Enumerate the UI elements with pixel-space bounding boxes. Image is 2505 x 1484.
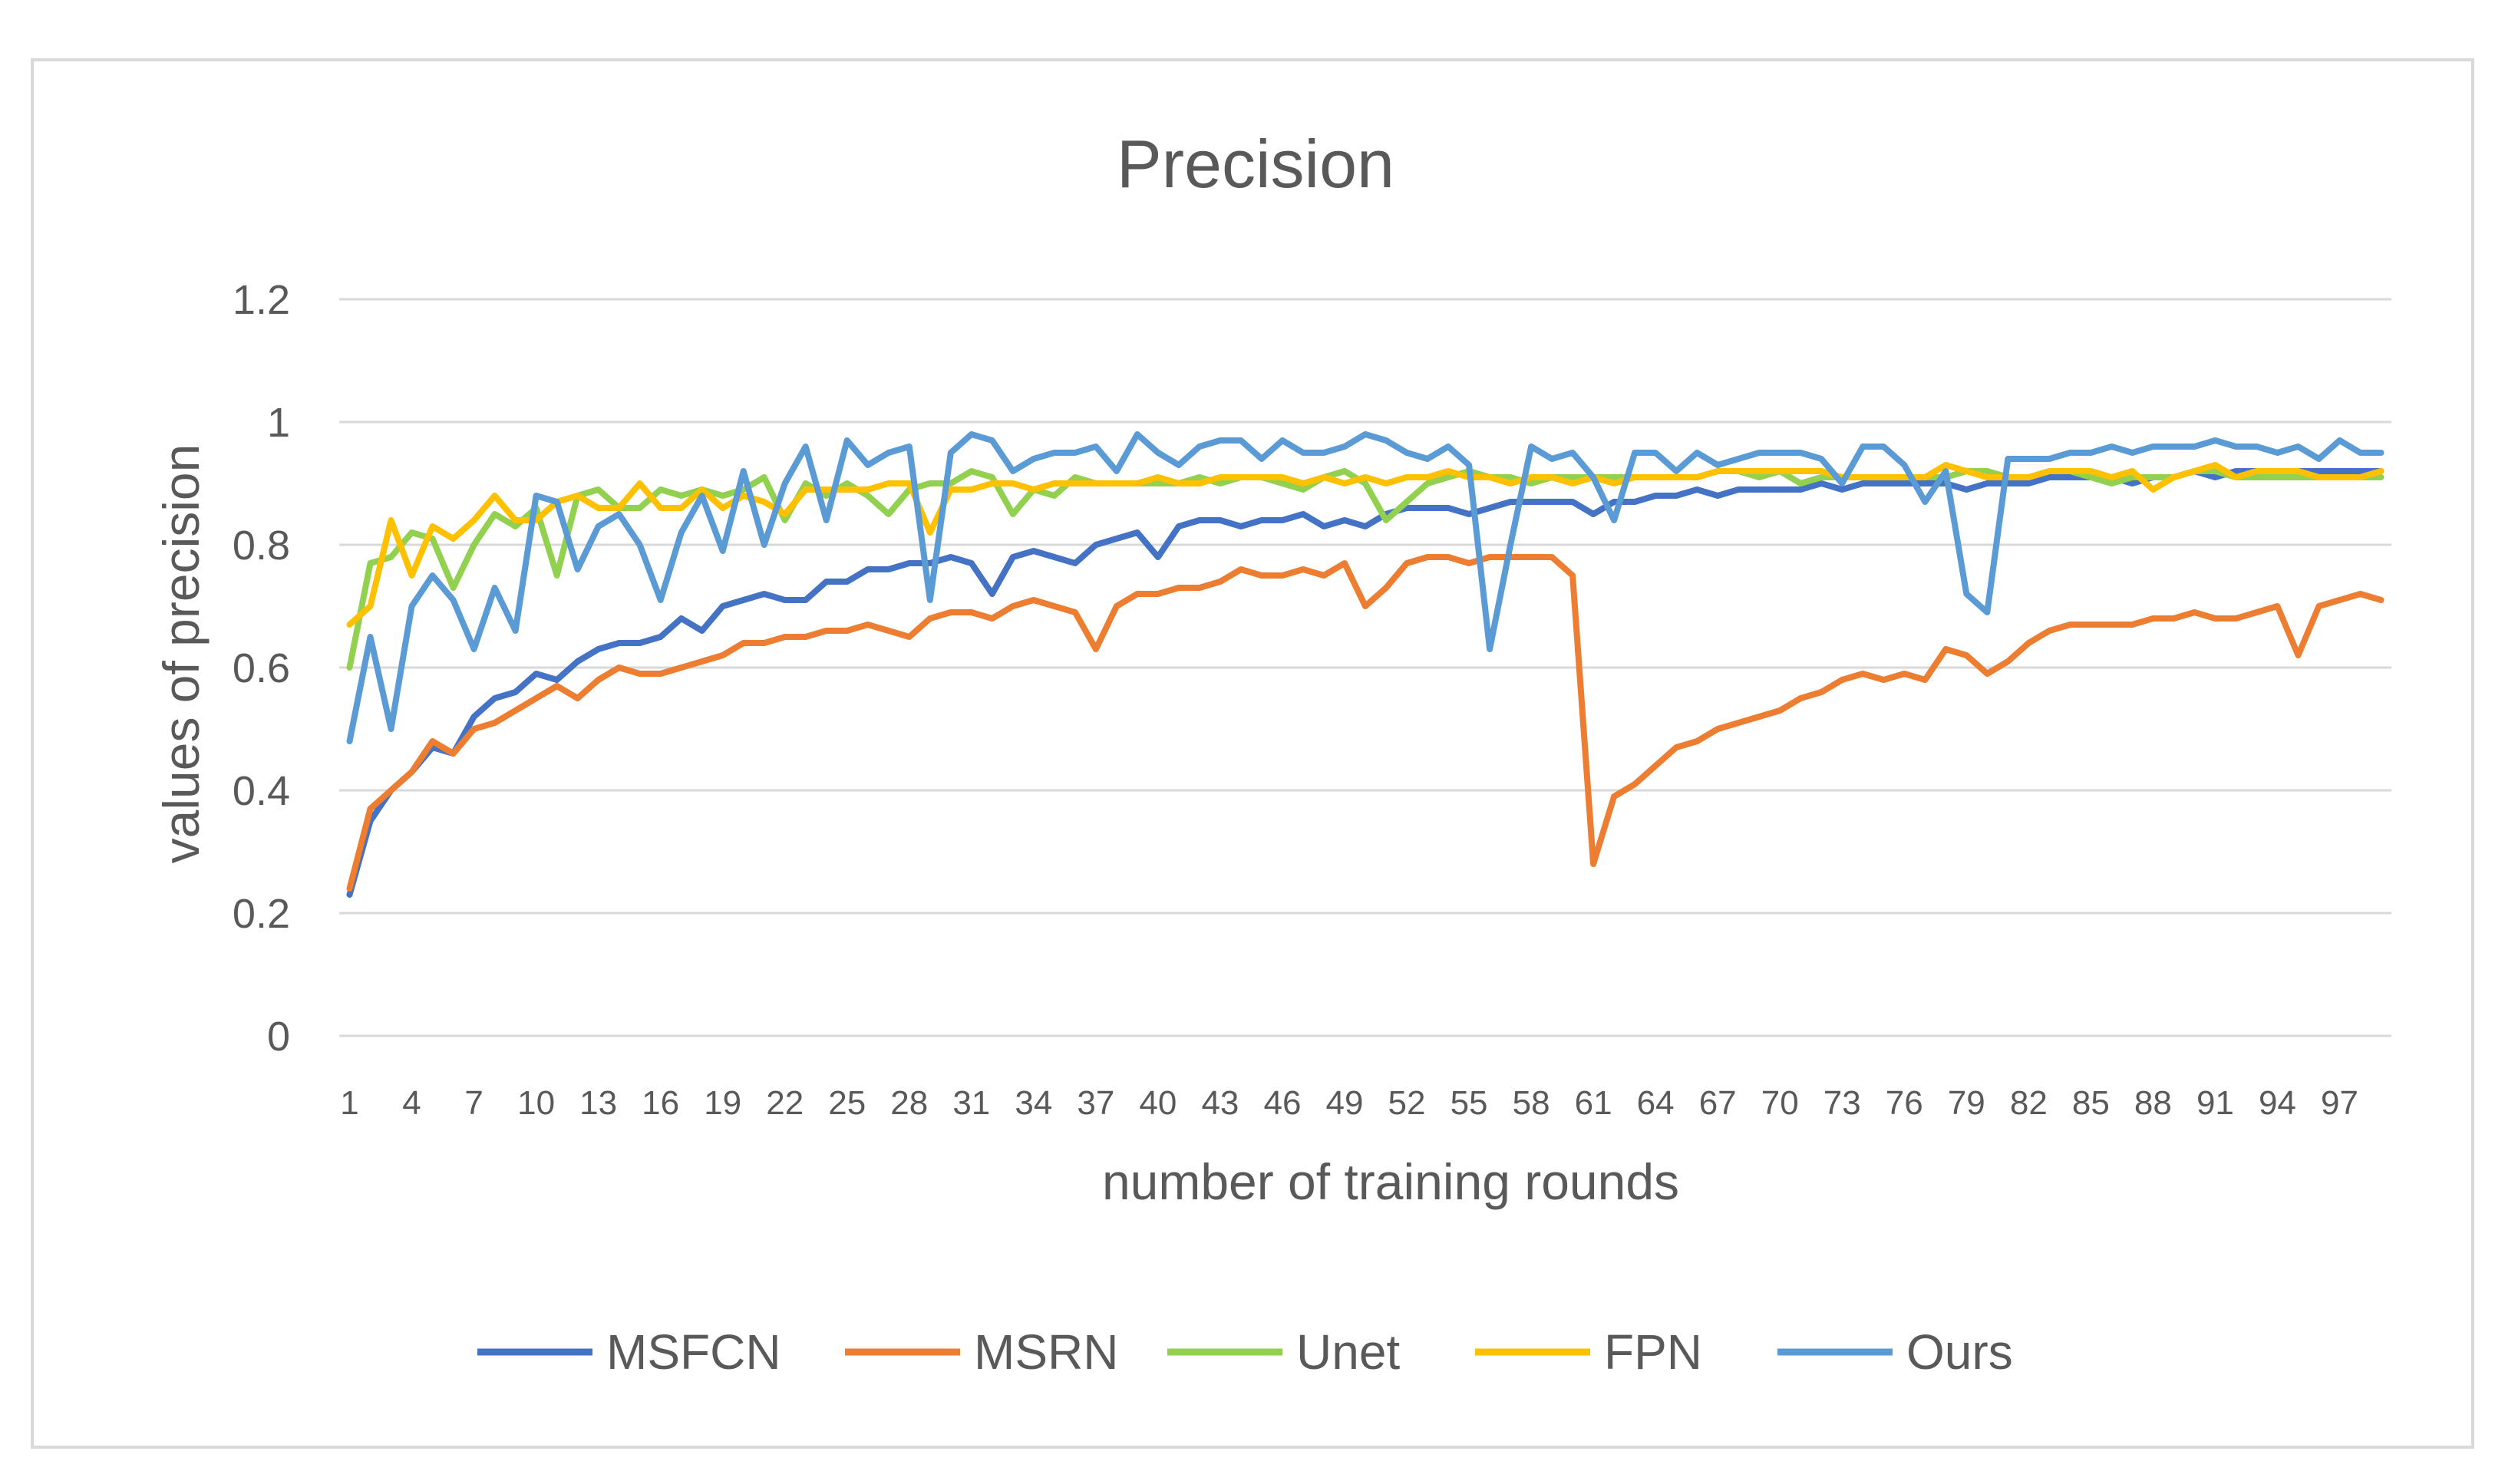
x-tick-label-26: 79 bbox=[1948, 1084, 1985, 1122]
x-tick-label-1: 4 bbox=[402, 1084, 421, 1122]
legend-item-unet: Unet bbox=[1167, 1324, 1400, 1380]
x-tick-label-5: 16 bbox=[642, 1084, 679, 1122]
x-tick-label-2: 7 bbox=[464, 1084, 483, 1122]
x-tick-label-11: 34 bbox=[1015, 1084, 1052, 1122]
x-tick-label-23: 70 bbox=[1761, 1084, 1799, 1122]
gridlines bbox=[339, 298, 2391, 1037]
series-line-msrn bbox=[346, 554, 2385, 892]
legend-label-fpn: FPN bbox=[1604, 1324, 1702, 1380]
x-tick-label-9: 28 bbox=[890, 1084, 928, 1122]
x-tick-label-24: 73 bbox=[1823, 1084, 1861, 1122]
series-line-ours bbox=[346, 431, 2385, 744]
x-tick-label-13: 40 bbox=[1139, 1084, 1177, 1122]
x-tick-label-28: 85 bbox=[2072, 1084, 2110, 1122]
x-tick-label-0: 1 bbox=[340, 1084, 358, 1122]
y-tick-label-3: 0.6 bbox=[233, 645, 290, 691]
x-tick-label-27: 82 bbox=[2010, 1084, 2048, 1122]
y-axis-title: values of precision bbox=[153, 444, 210, 864]
y-tick-label-4: 0.8 bbox=[233, 523, 290, 569]
x-tick-label-25: 76 bbox=[1886, 1084, 1923, 1122]
x-tick-label-31: 94 bbox=[2259, 1084, 2296, 1122]
x-tick-label-21: 64 bbox=[1637, 1084, 1675, 1122]
y-tick-label-6: 1.2 bbox=[233, 277, 290, 323]
y-tick-label-2: 0.4 bbox=[233, 768, 290, 814]
x-tick-label-32: 97 bbox=[2321, 1084, 2358, 1122]
x-tick-label-10: 31 bbox=[952, 1084, 990, 1122]
legend-label-ours: Ours bbox=[1906, 1324, 2013, 1380]
series-line-fpn bbox=[346, 462, 2385, 628]
x-tick-label-19: 58 bbox=[1513, 1084, 1550, 1122]
legend-label-unet: Unet bbox=[1296, 1324, 1400, 1380]
x-tick-label-7: 22 bbox=[766, 1084, 804, 1122]
x-tick-label-30: 91 bbox=[2196, 1084, 2234, 1122]
legend-item-ours: Ours bbox=[1777, 1324, 2013, 1380]
y-tick-label-1: 0.2 bbox=[233, 891, 290, 937]
legend: MSFCN MSRN Unet FPN Ours bbox=[477, 1324, 2013, 1380]
legend-item-msrn: MSRN bbox=[845, 1324, 1118, 1380]
x-tick-label-29: 88 bbox=[2134, 1084, 2172, 1122]
y-tick-label-0: 0 bbox=[267, 1014, 290, 1060]
x-tick-label-8: 25 bbox=[828, 1084, 866, 1122]
x-axis-title: number of training rounds bbox=[1102, 1153, 1679, 1210]
x-tick-label-16: 49 bbox=[1326, 1084, 1364, 1122]
legend-label-msfcn: MSFCN bbox=[606, 1324, 781, 1380]
x-tick-label-4: 13 bbox=[579, 1084, 617, 1122]
x-tick-label-20: 61 bbox=[1575, 1084, 1612, 1122]
chart-svg: Precision 0 0.2 0.4 0.6 0.8 1 1.2 1 4 7 10 13 16 19 2… bbox=[153, 126, 2391, 1380]
legend-label-msrn: MSRN bbox=[974, 1324, 1118, 1380]
x-tick-label-15: 46 bbox=[1263, 1084, 1301, 1122]
x-tick-label-17: 52 bbox=[1388, 1084, 1426, 1122]
y-axis-ticks: 0 0.2 0.4 0.6 0.8 1 1.2 bbox=[233, 277, 290, 1060]
x-axis-ticks: 1 4 7 10 13 16 19 22 25 28 31 34 37 40 43 46 49 52 55 58 61 6… bbox=[340, 1084, 2358, 1122]
x-tick-label-22: 67 bbox=[1699, 1084, 1737, 1122]
x-tick-label-6: 19 bbox=[704, 1084, 741, 1122]
y-tick-label-5: 1 bbox=[267, 400, 290, 446]
chart-frame: Precision 0 0.2 0.4 0.6 0.8 1 1.2 1 4 7 10 13 16 19 2… bbox=[31, 58, 2474, 1449]
series-line-msfcn bbox=[346, 468, 2385, 898]
x-tick-label-14: 43 bbox=[1201, 1084, 1239, 1122]
x-tick-label-18: 55 bbox=[1451, 1084, 1488, 1122]
series-lines bbox=[346, 431, 2385, 898]
x-tick-label-12: 37 bbox=[1077, 1084, 1114, 1122]
legend-item-msfcn: MSFCN bbox=[477, 1324, 781, 1380]
x-tick-label-3: 10 bbox=[517, 1084, 555, 1122]
chart-title: Precision bbox=[1117, 126, 1394, 202]
legend-item-fpn: FPN bbox=[1475, 1324, 1702, 1380]
